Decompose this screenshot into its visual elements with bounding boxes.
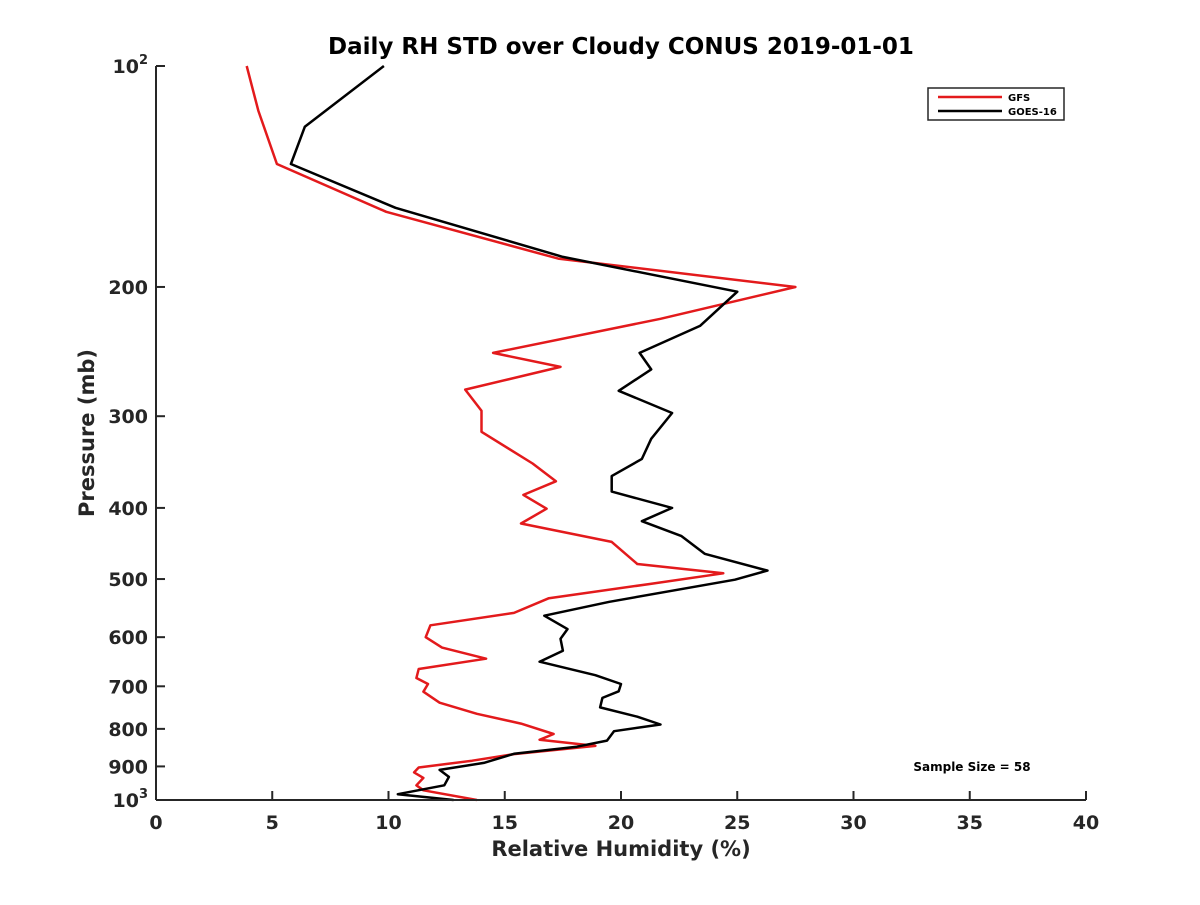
y-tick-label: 700 bbox=[108, 676, 148, 698]
legend: GFS GOES-16 bbox=[927, 87, 1065, 121]
y-tick-label: 600 bbox=[108, 627, 148, 649]
y-tick-label: 103 bbox=[113, 787, 149, 812]
chart-title: Daily RH STD over Cloudy CONUS 2019-01-0… bbox=[328, 34, 914, 60]
series-layer bbox=[245, 65, 797, 802]
series-line-goes16 bbox=[289, 65, 769, 802]
legend-label-gfs: GFS bbox=[1008, 93, 1030, 104]
x-tick-label: 30 bbox=[840, 812, 866, 834]
sample-size-annotation: Sample Size = 58 bbox=[913, 760, 1030, 774]
x-tick-label: 15 bbox=[492, 812, 518, 834]
y-tick-label: 102 bbox=[113, 53, 149, 78]
legend-box bbox=[927, 87, 1065, 121]
x-tick-label: 35 bbox=[957, 812, 983, 834]
x-tick-label: 10 bbox=[375, 812, 401, 834]
x-axis-label: Relative Humidity (%) bbox=[491, 837, 750, 861]
x-axis-ticks: 0 5 10 15 20 25 30 35 40 bbox=[149, 791, 1099, 834]
y-tick-label-base: 10 bbox=[113, 56, 139, 78]
x-tick-label: 5 bbox=[266, 812, 279, 834]
y-tick-label: 400 bbox=[108, 498, 148, 520]
y-axis-label: Pressure (mb) bbox=[75, 349, 99, 517]
legend-label-goes16: GOES-16 bbox=[1008, 107, 1057, 118]
y-tick-label: 800 bbox=[108, 719, 148, 741]
y-tick-label: 300 bbox=[108, 406, 148, 428]
y-tick-label: 900 bbox=[108, 756, 148, 778]
y-tick-label-exponent: 3 bbox=[139, 787, 148, 802]
x-tick-label: 20 bbox=[608, 812, 634, 834]
series-line-gfs bbox=[245, 65, 797, 802]
y-tick-label-base: 10 bbox=[113, 790, 139, 812]
x-tick-label: 25 bbox=[724, 812, 750, 834]
y-tick-label: 200 bbox=[108, 277, 148, 299]
y-tick-label-exponent: 2 bbox=[139, 53, 148, 68]
x-tick-label: 40 bbox=[1073, 812, 1099, 834]
y-tick-label: 500 bbox=[108, 569, 148, 591]
x-tick-label: 0 bbox=[149, 812, 162, 834]
